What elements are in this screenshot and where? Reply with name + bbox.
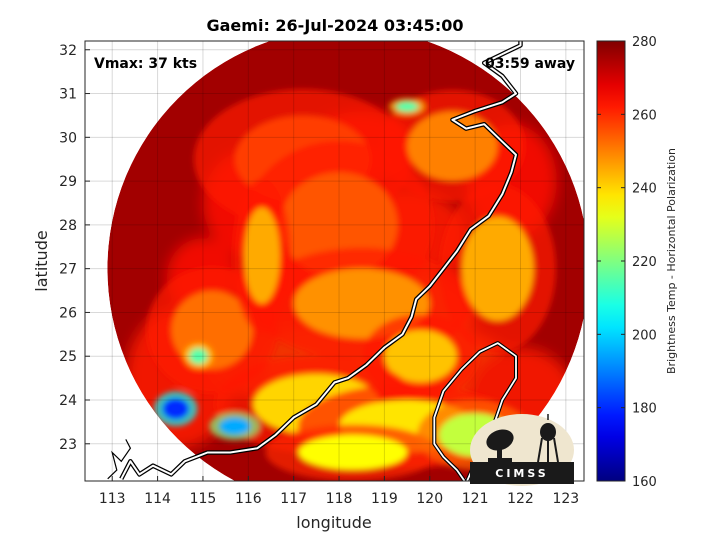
axes-frame bbox=[84, 40, 585, 482]
brightness-feature bbox=[218, 417, 251, 436]
brightness-feature bbox=[189, 348, 208, 365]
brightness-feature bbox=[298, 435, 408, 471]
chart-title: Gaemi: 26-Jul-2024 03:45:00 bbox=[207, 16, 464, 35]
y-tick-label: 32 bbox=[59, 43, 77, 59]
time-away-annotation: 03:59 away bbox=[485, 56, 575, 72]
coastline bbox=[107, 41, 523, 481]
coastline-path bbox=[120, 41, 522, 480]
y-tick-label: 23 bbox=[59, 437, 77, 453]
y-axis-label: latitude bbox=[32, 230, 51, 291]
y-tick-label: 30 bbox=[59, 130, 77, 146]
x-tick-label: 123 bbox=[552, 491, 579, 507]
brightness-feature bbox=[162, 397, 190, 420]
tower-icon bbox=[540, 423, 556, 441]
colorbar-tick-label: 160 bbox=[632, 475, 657, 490]
x-tick-label: 119 bbox=[371, 491, 398, 507]
axis-ticks: 113 114 115 116 117 118 119 120 121 122 123 23 24 25 2… bbox=[59, 43, 579, 507]
taiwan-coastline bbox=[433, 342, 517, 481]
y-tick-label: 27 bbox=[59, 262, 77, 278]
cimss-logo: CIMSS bbox=[470, 414, 574, 486]
vmax-annotation: Vmax: 37 kts bbox=[94, 56, 197, 72]
x-tick-label: 122 bbox=[507, 491, 534, 507]
colorbar: 160 180 200 220 240 260 280 Brightness Temp - … bbox=[596, 35, 678, 490]
x-tick-label: 114 bbox=[144, 491, 171, 507]
logo-banner bbox=[470, 462, 574, 484]
y-tick-label: 31 bbox=[59, 87, 77, 103]
x-axis-label: longitude bbox=[296, 513, 371, 532]
y-tick-label: 25 bbox=[59, 349, 77, 365]
x-tick-label: 120 bbox=[416, 491, 443, 507]
x-tick-label: 121 bbox=[462, 491, 489, 507]
colorbar-tick-label: 260 bbox=[632, 108, 657, 123]
x-tick-label: 116 bbox=[235, 491, 262, 507]
x-tick-label: 117 bbox=[280, 491, 307, 507]
delta-coastline bbox=[107, 439, 132, 480]
colorbar-tick-label: 220 bbox=[632, 255, 657, 270]
x-tick-label: 115 bbox=[190, 491, 217, 507]
x-tick-label: 118 bbox=[326, 491, 353, 507]
colorbar-label: Brightness Temp - Horizontal Polarizatio… bbox=[665, 148, 678, 374]
brightness-feature bbox=[384, 329, 457, 383]
brightness-feature bbox=[243, 207, 281, 304]
colorbar-tick-label: 200 bbox=[632, 328, 657, 343]
grid bbox=[85, 41, 584, 481]
x-tick-label: 113 bbox=[99, 491, 126, 507]
dish-icon bbox=[486, 429, 514, 451]
colorbar-tick-label: 280 bbox=[632, 35, 657, 50]
y-tick-label: 24 bbox=[59, 393, 77, 409]
brightness-feature bbox=[461, 216, 535, 322]
y-tick-label: 28 bbox=[59, 218, 77, 234]
logo-text: CIMSS bbox=[495, 467, 548, 480]
colorbar-tick-label: 180 bbox=[632, 402, 657, 417]
colorbar-gradient bbox=[596, 40, 626, 482]
y-tick-label: 26 bbox=[59, 305, 77, 321]
colorbar-tick-label: 240 bbox=[632, 182, 657, 197]
brightness-feature bbox=[395, 101, 419, 112]
colorbar-ticks: 160 180 200 220 240 260 280 bbox=[597, 35, 657, 490]
y-tick-label: 29 bbox=[59, 174, 77, 190]
